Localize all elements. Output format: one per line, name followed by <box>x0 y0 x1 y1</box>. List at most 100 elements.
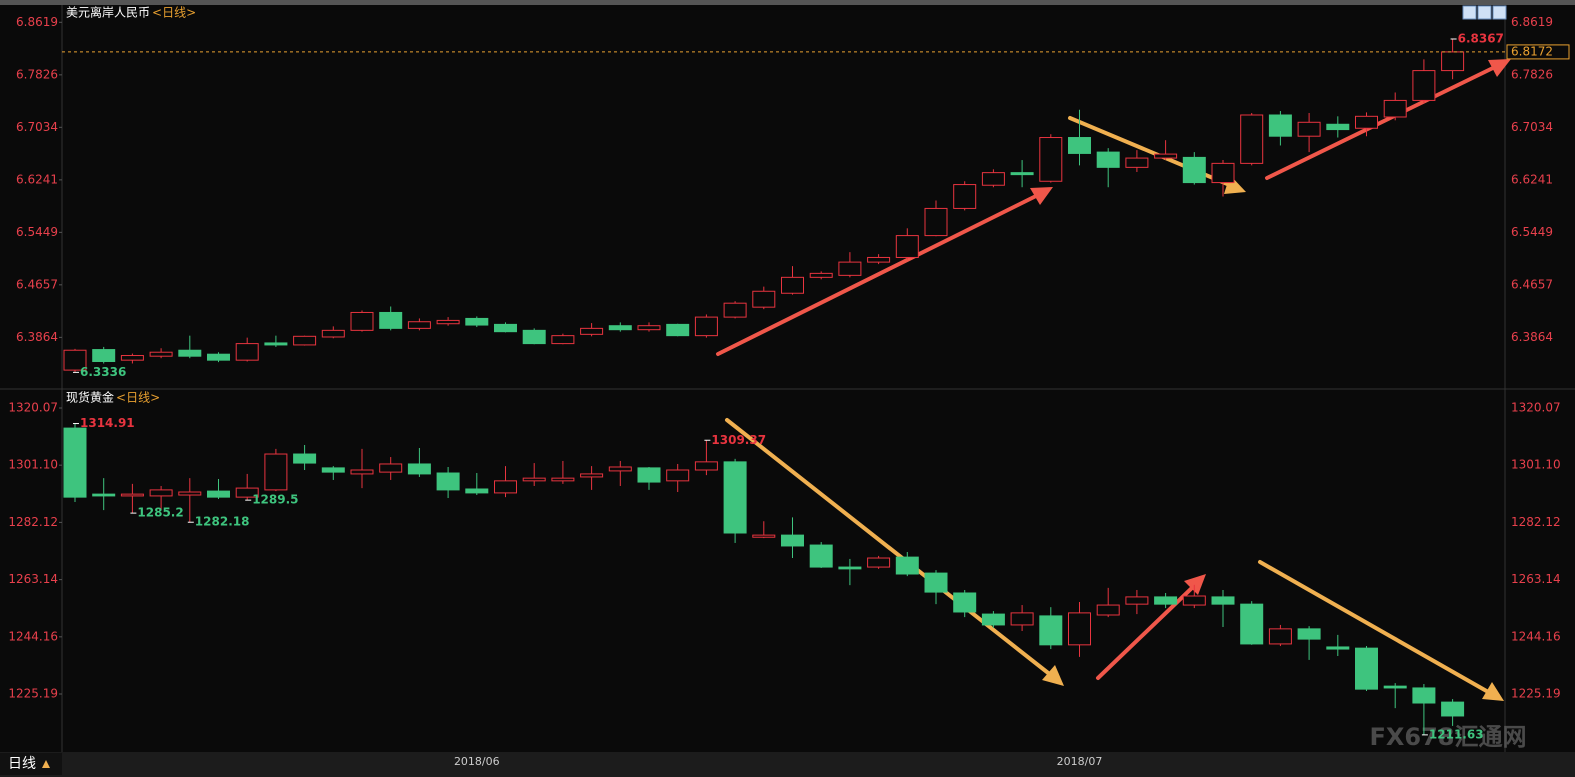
candle-body <box>1412 687 1436 704</box>
candle-body <box>235 487 259 498</box>
arrow-head <box>1488 59 1511 77</box>
y-tick-label: 1244.16 <box>1511 629 1561 643</box>
candle-body <box>1096 151 1120 168</box>
candle-body <box>666 323 690 337</box>
candle-body <box>1068 137 1091 154</box>
icon-button[interactable] <box>1492 5 1507 20</box>
candle-body <box>63 349 87 371</box>
candle-body <box>1096 604 1120 616</box>
candle-body <box>637 325 661 331</box>
candle-body <box>436 319 460 325</box>
candle-body <box>379 463 403 473</box>
candle-body <box>1125 157 1149 168</box>
icon-button[interactable] <box>1462 5 1477 20</box>
candle-body <box>867 256 891 263</box>
time-bar <box>0 752 1575 777</box>
candle-body <box>120 355 144 361</box>
candle-body <box>207 353 230 361</box>
period-button-icon <box>42 760 50 768</box>
candle-body <box>1240 114 1264 164</box>
candle-body <box>895 235 919 258</box>
arrow-head <box>1482 682 1504 701</box>
y-tick-label: 6.7034 <box>16 120 58 134</box>
candle-body <box>838 261 862 276</box>
price-label: 6.8172 <box>1511 44 1553 58</box>
candle-body <box>723 302 747 318</box>
candle-body <box>1068 612 1091 646</box>
candle-body <box>1039 137 1063 182</box>
candle-body <box>608 466 632 472</box>
candle-body <box>321 329 345 338</box>
candle-body <box>981 172 1005 186</box>
chart-period: <日线> <box>116 391 160 405</box>
candle-body <box>92 493 116 497</box>
y-tick-label: 1263.14 <box>1511 572 1561 586</box>
y-tick-label: 6.3864 <box>16 330 58 344</box>
candle-body <box>494 323 517 333</box>
y-tick-label: 1320.07 <box>1511 400 1561 414</box>
candle-body <box>350 469 374 475</box>
y-tick-label: 6.8619 <box>1511 15 1553 29</box>
arrows <box>716 59 1511 701</box>
candle-body <box>1125 596 1149 605</box>
candle-body <box>1268 628 1292 645</box>
y-tick-label: 6.6241 <box>16 172 58 186</box>
candle-body <box>895 556 919 575</box>
y-tick-label: 1263.14 <box>8 572 58 586</box>
period-button-label: 日线 <box>8 756 36 772</box>
extreme-label: 1309.37 <box>711 433 766 447</box>
y-tick-label: 6.3864 <box>1511 330 1553 344</box>
candle-body <box>264 453 288 491</box>
y-tick-label: 1320.07 <box>8 400 58 414</box>
arrow-head <box>1184 574 1206 595</box>
chart-title: 现货黄金 <box>66 390 114 405</box>
extreme-label: 1314.91 <box>80 416 135 430</box>
trend-arrow <box>1265 64 1499 180</box>
candle-body <box>1240 603 1264 645</box>
candle-body <box>293 335 317 346</box>
candle-body <box>781 276 804 294</box>
candle-body <box>1441 701 1465 717</box>
watermark: FX678汇通网 <box>1370 723 1527 751</box>
chart-title: 美元离岸人民币 <box>66 5 150 20</box>
candle-body <box>694 316 718 337</box>
candle-body <box>666 469 690 482</box>
arrow-head <box>1042 665 1064 686</box>
candle-body <box>1211 596 1235 605</box>
candle-body <box>551 477 575 482</box>
icon-button[interactable] <box>1477 5 1492 20</box>
candle-body <box>867 557 891 568</box>
candle-body <box>293 453 317 464</box>
y-tick-label: 1225.19 <box>8 687 58 701</box>
trend-arrow <box>1258 560 1492 695</box>
price-box <box>1506 44 1570 60</box>
chart-period: <日线> <box>152 6 196 20</box>
candle-body <box>1297 628 1321 640</box>
candle-body <box>1211 162 1235 184</box>
candle-body <box>407 463 431 475</box>
candle-body <box>1182 156 1206 184</box>
candle-body <box>981 613 1005 626</box>
candle-body <box>264 342 288 346</box>
y-tick-label: 6.4657 <box>1511 277 1553 291</box>
candle-body <box>1297 121 1321 137</box>
candle-body <box>178 491 202 496</box>
candle-body <box>838 566 862 570</box>
candle-body <box>1441 51 1465 72</box>
period-button[interactable] <box>0 753 62 775</box>
candle-body <box>752 290 776 308</box>
y-tick-label: 1225.19 <box>1511 687 1561 701</box>
candle-body <box>321 467 345 473</box>
candle-body <box>1383 99 1407 118</box>
candle-body <box>407 321 431 329</box>
candle-body <box>924 572 948 593</box>
y-tick-label: 1282.12 <box>8 515 58 529</box>
candle-body <box>1010 172 1034 176</box>
candle-body <box>465 317 489 326</box>
arrow-head <box>1030 187 1053 205</box>
candle-body <box>723 461 747 534</box>
candle-body <box>1010 612 1034 626</box>
y-tick-label: 1282.12 <box>1511 515 1561 529</box>
